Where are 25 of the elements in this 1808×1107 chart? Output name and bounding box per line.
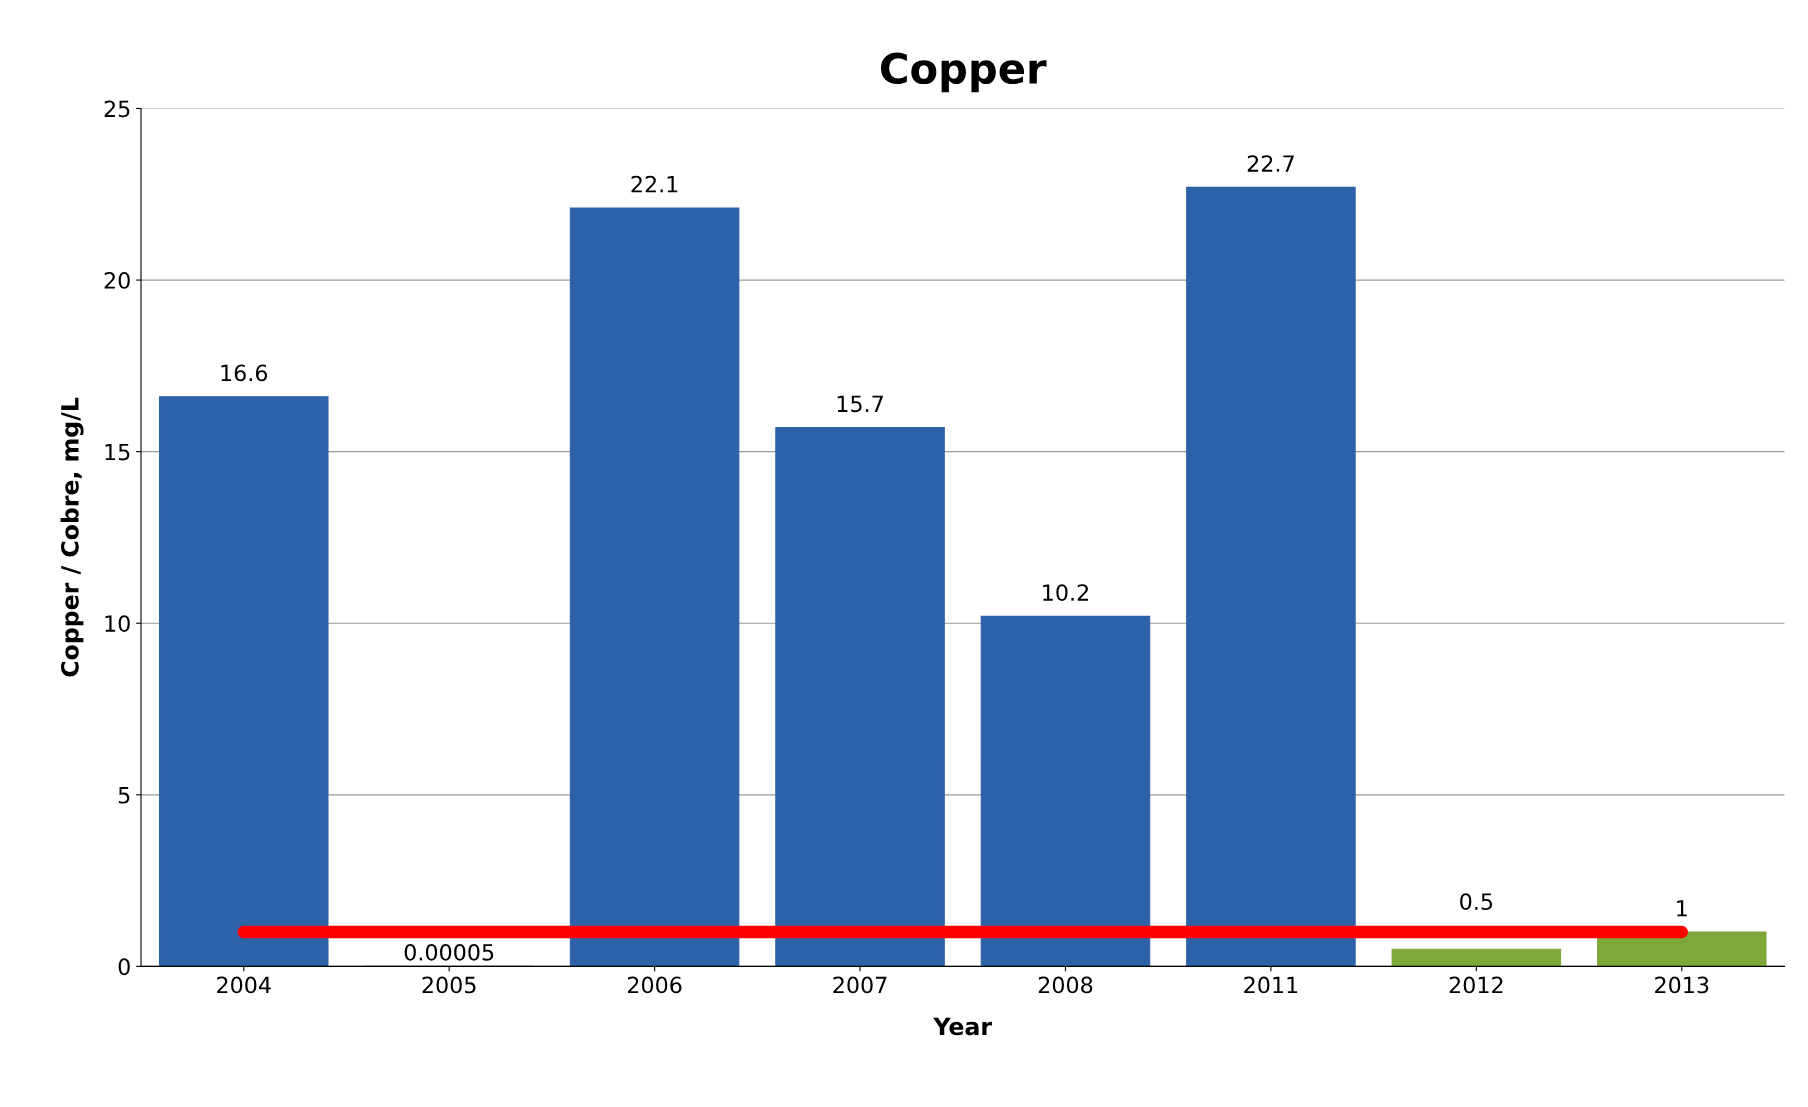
data-label: 16.6 <box>221 364 268 382</box>
data-label: 22.7 <box>1247 155 1294 172</box>
data-label: 0.00005 <box>404 943 494 961</box>
y-tick-label: 20 <box>104 272 130 289</box>
y-tick-label: 15 <box>105 443 130 461</box>
y-axis-title: Copper / Cobre, mg/L <box>60 397 84 677</box>
data-label: 10.2 <box>1043 584 1088 601</box>
x-tick-label: 2012 <box>1449 976 1503 994</box>
data-label: 22.1 <box>631 175 678 193</box>
x-tick-label: 2006 <box>627 976 682 994</box>
x-tick-label: 2005 <box>422 976 476 994</box>
x-tick-label: 2004 <box>217 976 271 994</box>
y-tick-label: 10 <box>105 615 130 632</box>
data-label: 1 <box>1677 900 1687 917</box>
x-tick-label: 2011 <box>1244 976 1298 994</box>
y-tick-label: 5 <box>118 787 130 804</box>
x-tick-label: 2013 <box>1655 976 1709 994</box>
y-tick-label: 25 <box>104 100 130 118</box>
x-tick-label: 2008 <box>1038 976 1093 994</box>
x-tick-label: 2007 <box>833 976 887 994</box>
data-label: 0.5 <box>1460 893 1493 910</box>
chart-title: Copper <box>881 52 1047 93</box>
y-tick-label: 0 <box>118 958 130 976</box>
data-label: 15.7 <box>837 395 883 413</box>
x-axis-title: Year <box>933 1017 992 1036</box>
